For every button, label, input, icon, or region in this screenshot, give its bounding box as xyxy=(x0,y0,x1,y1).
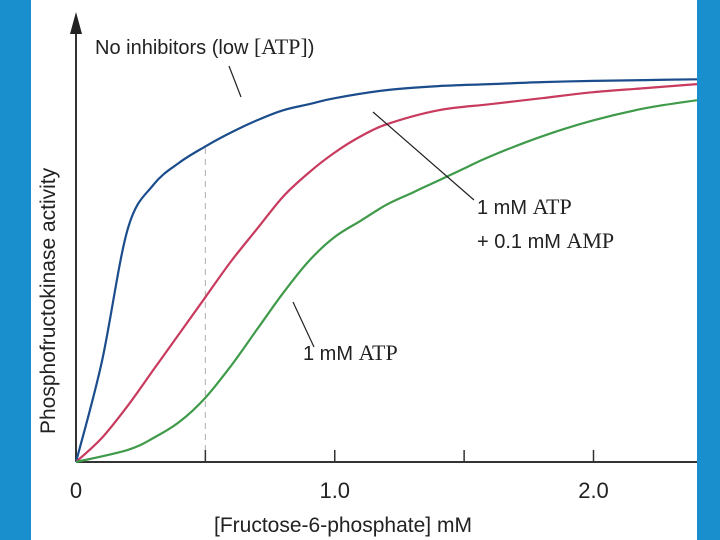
series-line-atp-amp xyxy=(75,83,697,463)
y-axis-arrow xyxy=(70,12,82,34)
leader-line-atp-amp xyxy=(372,111,475,201)
x-axis-title: [Fructose-6-phosphate] mM xyxy=(214,514,472,537)
y-axis-title: Phosphofructokinase activity xyxy=(37,167,60,434)
figure-panel: 0 1.0 2.0 No inhibitors (low [ATP]) 1 mM A… xyxy=(31,0,697,540)
x-tick-label-0: 0 xyxy=(70,478,82,503)
label-atp: 1 mM ATP xyxy=(303,340,398,365)
label-no-inhibitors: No inhibitors (low [ATP]) xyxy=(95,34,314,59)
pfk-activity-chart: 0 1.0 2.0 No inhibitors (low [ATP]) 1 mM A… xyxy=(37,12,697,537)
label-atp-amp-line1: 1 mM ATP xyxy=(477,194,572,219)
leader-line-atp xyxy=(292,301,315,348)
x-tick-label-2: 2.0 xyxy=(578,478,609,503)
leader-line-no-inhibitors xyxy=(228,65,242,98)
label-atp-amp-line2: + 0.1 mM AMP xyxy=(477,228,614,253)
series-line-atp xyxy=(75,99,697,464)
series-line-no-inhibitors xyxy=(74,78,697,463)
x-tick-label-1: 1.0 xyxy=(319,478,350,503)
